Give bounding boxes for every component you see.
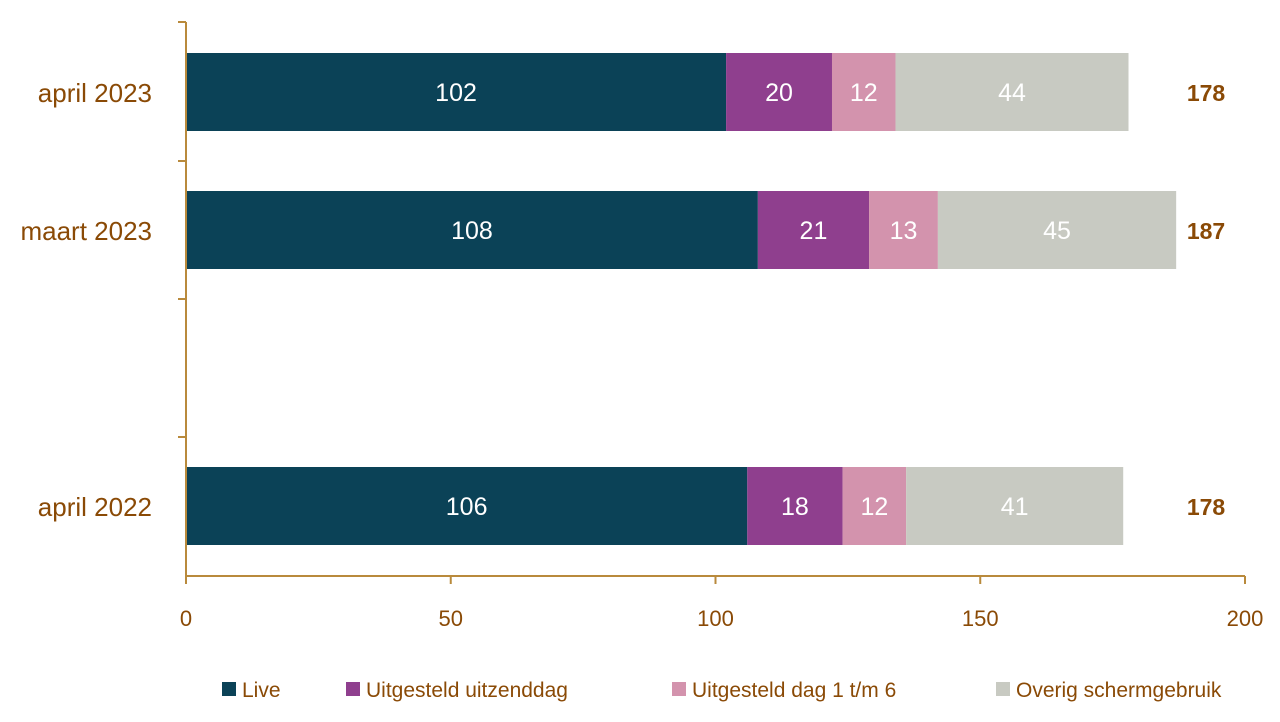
bar-segment <box>186 191 758 269</box>
bar-total-label: 178 <box>1187 80 1226 106</box>
bar-segment <box>186 467 748 545</box>
bar-value-label: 106 <box>446 493 488 521</box>
bar-value-label: 18 <box>781 493 809 521</box>
bar-value-label: 12 <box>850 79 878 107</box>
x-tick-label: 150 <box>962 606 999 631</box>
bar-total-label: 178 <box>1187 494 1226 520</box>
x-tick-label: 100 <box>697 606 734 631</box>
category-label: april 2023 <box>38 78 152 108</box>
legend-label: Overig schermgebruik <box>1016 679 1222 702</box>
bar-value-label: 45 <box>1043 217 1071 245</box>
x-tick-label: 50 <box>439 606 463 631</box>
bar-segment <box>831 53 896 131</box>
legend-label: Uitgesteld uitzenddag <box>366 679 568 702</box>
legend-label: Uitgesteld dag 1 t/m 6 <box>692 679 896 702</box>
bar-value-label: 44 <box>998 79 1026 107</box>
bar-segment <box>747 467 843 545</box>
bar-value-label: 21 <box>800 217 828 245</box>
bar-segment <box>937 191 1177 269</box>
bar-segment <box>757 191 870 269</box>
legend-swatch <box>222 682 236 696</box>
bar-segment <box>726 53 832 131</box>
legend-swatch <box>346 682 360 696</box>
bar-value-label: 20 <box>765 79 793 107</box>
legend-swatch <box>996 682 1010 696</box>
bar-value-label: 12 <box>860 493 888 521</box>
bar-segment <box>895 53 1129 131</box>
category-label: april 2022 <box>38 492 152 522</box>
bar-total-label: 187 <box>1187 218 1225 244</box>
bar-segment <box>906 467 1124 545</box>
bar-value-label: 102 <box>435 79 477 107</box>
legend-swatch <box>672 682 686 696</box>
bar-value-label: 41 <box>1001 493 1029 521</box>
bar-segment <box>186 53 727 131</box>
x-tick-label: 0 <box>180 606 192 631</box>
bar-value-label: 13 <box>890 217 918 245</box>
x-tick-label: 200 <box>1227 606 1264 631</box>
legend-label: Live <box>242 679 281 702</box>
bar-segment <box>842 467 907 545</box>
category-label: maart 2023 <box>20 216 152 246</box>
bar-segment <box>869 191 938 269</box>
bar-value-label: 108 <box>451 217 493 245</box>
